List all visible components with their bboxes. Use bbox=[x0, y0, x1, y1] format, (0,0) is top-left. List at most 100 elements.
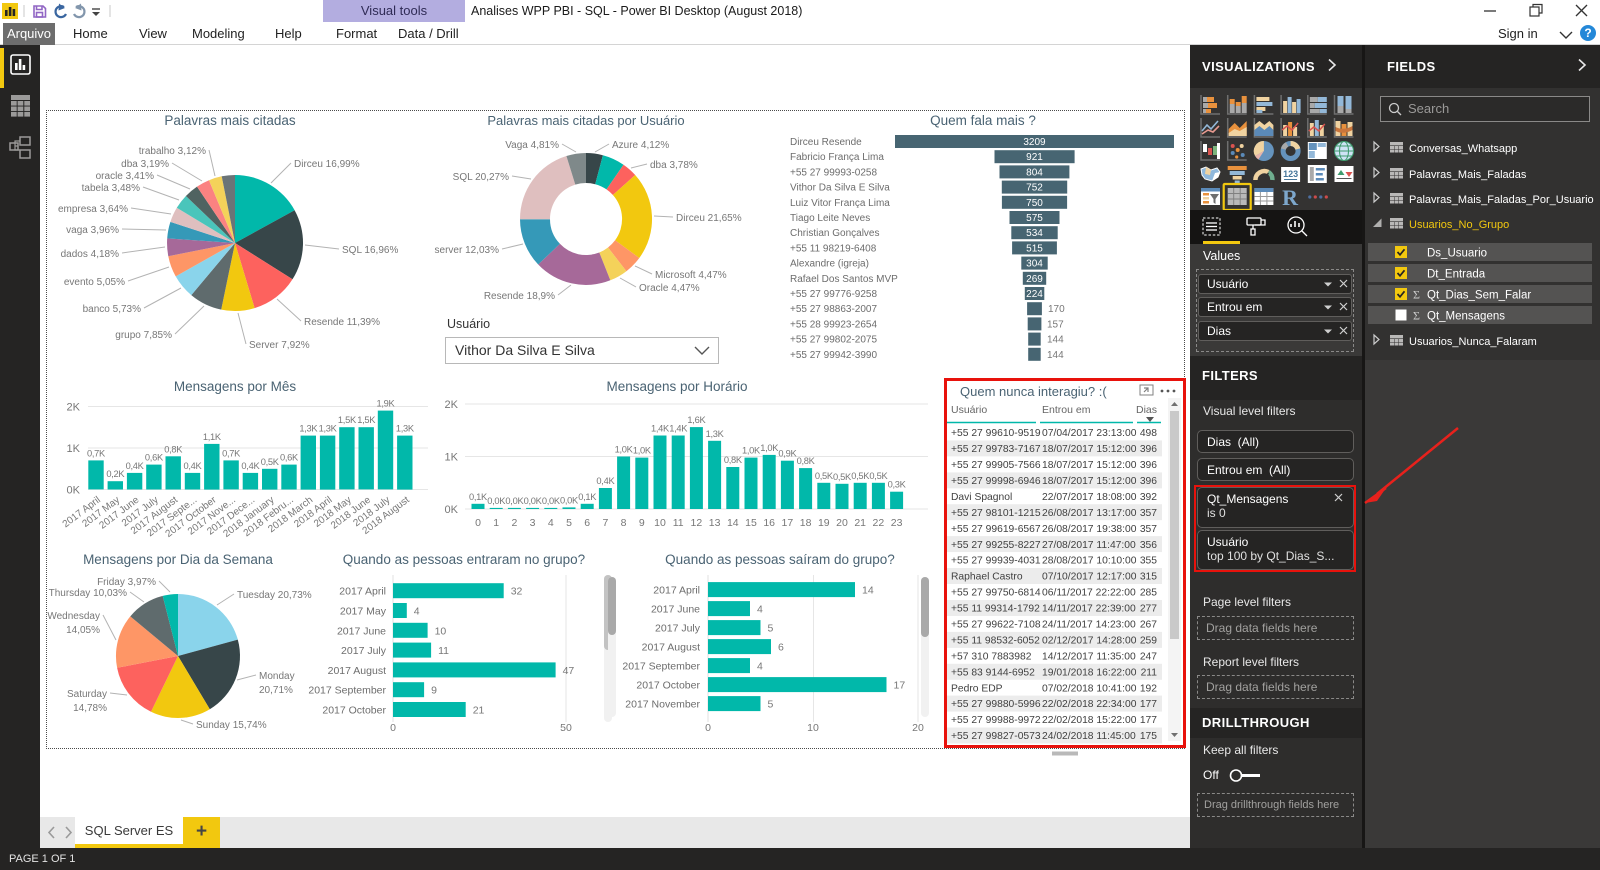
svg-text:22/07/2017 18:08:00: 22/07/2017 18:08:00 bbox=[1042, 492, 1137, 503]
svg-text:0,4K: 0,4K bbox=[184, 461, 203, 471]
svg-text:0,5K: 0,5K bbox=[869, 471, 888, 481]
svg-text:123: 123 bbox=[1283, 169, 1298, 179]
svg-text:tabela 3,48%: tabela 3,48% bbox=[82, 183, 140, 194]
svg-text:2K: 2K bbox=[67, 402, 81, 414]
svg-text:Monday: Monday bbox=[259, 671, 295, 682]
svg-text:19/01/2018 16:22:00: 19/01/2018 16:22:00 bbox=[1042, 667, 1137, 678]
svg-text:+55 27 99988-9972: +55 27 99988-9972 bbox=[951, 715, 1041, 726]
svg-text:1,5K: 1,5K bbox=[338, 415, 357, 425]
svg-text:26/08/2017 13:17:00: 26/08/2017 13:17:00 bbox=[1042, 508, 1137, 519]
svg-text:Wednesday: Wednesday bbox=[47, 611, 100, 622]
svg-text:22/02/2018 22:34:00: 22/02/2018 22:34:00 bbox=[1042, 699, 1137, 710]
svg-text:Mensagens por Dia da Semana: Mensagens por Dia da Semana bbox=[83, 552, 273, 567]
svg-text:2017 June: 2017 June bbox=[337, 625, 386, 637]
svg-text:+55 27 98101-1215: +55 27 98101-1215 bbox=[951, 508, 1041, 519]
svg-text:trabalho 3,12%: trabalho 3,12% bbox=[139, 146, 206, 157]
svg-text:SQL 16,96%: SQL 16,96% bbox=[342, 245, 398, 256]
svg-text:224: 224 bbox=[1026, 289, 1043, 300]
svg-text:0,5K: 0,5K bbox=[815, 471, 834, 481]
svg-text:0,5K: 0,5K bbox=[851, 471, 870, 481]
svg-text:0,7K: 0,7K bbox=[222, 448, 241, 458]
svg-text:3209: 3209 bbox=[1023, 137, 1046, 148]
svg-text:5: 5 bbox=[566, 517, 572, 529]
svg-text:Usuarios_No_Grupo: Usuarios_No_Grupo bbox=[1409, 219, 1509, 231]
svg-text:Palavras mais citadas por Usuá: Palavras mais citadas por Usuário bbox=[487, 113, 684, 128]
svg-text:Palavras mais citadas: Palavras mais citadas bbox=[164, 113, 296, 128]
svg-text:1,0K: 1,0K bbox=[742, 446, 761, 456]
svg-text:2017 October: 2017 October bbox=[322, 705, 386, 717]
svg-text:07/10/2017 12:17:00: 07/10/2017 12:17:00 bbox=[1042, 572, 1137, 583]
svg-text:0: 0 bbox=[475, 517, 481, 529]
svg-text:Usuário: Usuário bbox=[951, 404, 987, 416]
svg-text:392: 392 bbox=[1140, 492, 1157, 503]
svg-text:Oracle 4,47%: Oracle 4,47% bbox=[639, 283, 700, 294]
svg-text:22: 22 bbox=[873, 517, 885, 529]
svg-text:07/04/2017 23:13:00: 07/04/2017 23:13:00 bbox=[1042, 428, 1137, 439]
svg-text:18: 18 bbox=[800, 517, 812, 529]
svg-text:6: 6 bbox=[584, 517, 590, 529]
svg-text:Resende 11,39%: Resende 11,39% bbox=[304, 317, 380, 328]
svg-text:356: 356 bbox=[1140, 540, 1157, 551]
svg-text:17: 17 bbox=[894, 680, 906, 692]
svg-text:1,0K: 1,0K bbox=[633, 446, 652, 456]
svg-text:R: R bbox=[1282, 185, 1299, 210]
svg-text:1K: 1K bbox=[445, 452, 459, 464]
svg-text:0,0K: 0,0K bbox=[542, 496, 561, 506]
svg-text:+55 83 9144-6952: +55 83 9144-6952 bbox=[951, 667, 1035, 678]
svg-text:285: 285 bbox=[1140, 588, 1157, 599]
svg-text:evento 5,05%: evento 5,05% bbox=[64, 277, 125, 288]
svg-text:1,3K: 1,3K bbox=[706, 429, 725, 439]
svg-text:Luiz Vitor França Lima: Luiz Vitor França Lima bbox=[790, 198, 890, 209]
svg-text:server 12,03%: server 12,03% bbox=[435, 245, 500, 256]
svg-text:2017 June: 2017 June bbox=[651, 604, 700, 616]
svg-text:Sunday 15,74%: Sunday 15,74% bbox=[196, 720, 267, 731]
svg-text:304: 304 bbox=[1026, 259, 1043, 270]
svg-text:355: 355 bbox=[1140, 556, 1157, 567]
svg-text:Rafael Dos Santos MVP: Rafael Dos Santos MVP bbox=[790, 274, 898, 285]
svg-text:170: 170 bbox=[1048, 304, 1065, 315]
svg-text:259: 259 bbox=[1140, 636, 1157, 647]
svg-text:267: 267 bbox=[1140, 620, 1157, 631]
svg-text:Mensagens por Horário: Mensagens por Horário bbox=[606, 379, 747, 394]
svg-text:18/07/2017 15:12:00: 18/07/2017 15:12:00 bbox=[1042, 444, 1137, 455]
svg-text:+55 27 99880-5996: +55 27 99880-5996 bbox=[951, 699, 1041, 710]
svg-text:Quando as pessoas entraram no: Quando as pessoas entraram no grupo? bbox=[343, 552, 585, 567]
svg-text:575: 575 bbox=[1026, 213, 1043, 224]
svg-text:4: 4 bbox=[414, 606, 420, 618]
svg-text:Thursday 10,03%: Thursday 10,03% bbox=[49, 588, 127, 599]
svg-text:oracle 3,41%: oracle 3,41% bbox=[96, 171, 154, 182]
svg-text:4: 4 bbox=[757, 661, 763, 673]
svg-text:Mensagens por Mês: Mensagens por Mês bbox=[174, 379, 297, 394]
svg-text:11: 11 bbox=[673, 517, 684, 529]
svg-text:4: 4 bbox=[757, 604, 763, 616]
svg-text:2: 2 bbox=[511, 517, 517, 529]
svg-text:Azure 4,12%: Azure 4,12% bbox=[612, 140, 669, 151]
svg-text:2017 April: 2017 April bbox=[339, 586, 386, 598]
svg-text:18/07/2017 15:12:00: 18/07/2017 15:12:00 bbox=[1042, 460, 1137, 471]
svg-text:14/11/2017 22:39:00: 14/11/2017 22:39:00 bbox=[1042, 604, 1136, 615]
svg-text:+55 27 99939-4031: +55 27 99939-4031 bbox=[951, 556, 1041, 567]
svg-text:Tuesday 20,73%: Tuesday 20,73% bbox=[237, 590, 312, 601]
svg-text:4: 4 bbox=[548, 517, 554, 529]
svg-text:357: 357 bbox=[1140, 524, 1157, 535]
svg-text:8: 8 bbox=[621, 517, 627, 529]
svg-text:2017 September: 2017 September bbox=[622, 661, 700, 673]
svg-text:Entrou em: Entrou em bbox=[1042, 404, 1091, 416]
svg-text:5: 5 bbox=[768, 623, 774, 635]
svg-text:921: 921 bbox=[1026, 152, 1043, 163]
svg-text:0,9K: 0,9K bbox=[778, 449, 797, 459]
svg-text:22/02/2018 15:22:00: 22/02/2018 15:22:00 bbox=[1042, 715, 1137, 726]
svg-text:vaga 3,96%: vaga 3,96% bbox=[66, 225, 119, 236]
svg-text:177: 177 bbox=[1140, 699, 1157, 710]
svg-text:0,0K: 0,0K bbox=[560, 495, 579, 505]
svg-text:0,0K: 0,0K bbox=[487, 496, 506, 506]
svg-text:+55 27 99802-2075: +55 27 99802-2075 bbox=[790, 335, 877, 346]
svg-text:7: 7 bbox=[602, 517, 608, 529]
svg-text:498: 498 bbox=[1140, 428, 1157, 439]
svg-text:+55 11 99314-1792: +55 11 99314-1792 bbox=[951, 604, 1040, 615]
svg-text:10: 10 bbox=[435, 625, 447, 637]
svg-text:Vithor Da Silva E Silva: Vithor Da Silva E Silva bbox=[790, 183, 890, 194]
svg-text:2017 August: 2017 August bbox=[642, 642, 700, 654]
svg-text:Palavras_Mais_Faladas_Por_Usua: Palavras_Mais_Faladas_Por_Usuario bbox=[1409, 194, 1594, 206]
svg-text:144: 144 bbox=[1047, 335, 1064, 346]
